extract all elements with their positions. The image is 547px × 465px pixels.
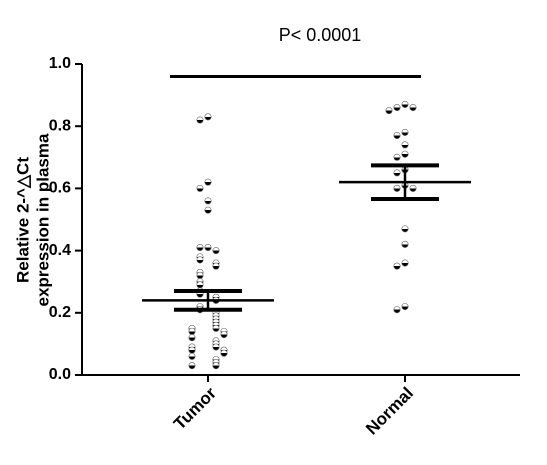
data-point bbox=[401, 303, 409, 311]
data-point bbox=[212, 262, 220, 270]
data-point bbox=[188, 334, 196, 342]
data-point bbox=[393, 153, 401, 161]
data-point bbox=[220, 331, 228, 339]
y-axis-label: expression in plasma bbox=[33, 133, 52, 306]
data-point bbox=[401, 240, 409, 248]
data-point bbox=[188, 346, 196, 354]
data-point bbox=[212, 343, 220, 351]
y-tick-label: 0.2 bbox=[49, 304, 71, 321]
data-point bbox=[393, 262, 401, 270]
chart-title: P< 0.0001 bbox=[279, 25, 362, 45]
data-point bbox=[204, 206, 212, 214]
data-point bbox=[196, 281, 204, 289]
data-point bbox=[401, 225, 409, 233]
data-point bbox=[188, 352, 196, 360]
data-point bbox=[212, 324, 220, 332]
data-point bbox=[204, 178, 212, 186]
y-axis-label: Relative 2-^△Ct bbox=[13, 157, 32, 283]
data-point bbox=[212, 362, 220, 370]
data-point bbox=[204, 113, 212, 121]
data-point bbox=[393, 169, 401, 177]
x-tick-label: Normal bbox=[362, 384, 417, 439]
data-point bbox=[196, 256, 204, 264]
data-point bbox=[393, 306, 401, 314]
data-point bbox=[204, 197, 212, 205]
data-point bbox=[401, 100, 409, 108]
data-point bbox=[393, 132, 401, 140]
data-point bbox=[401, 141, 409, 149]
data-point bbox=[385, 107, 393, 115]
x-tick-label: Tumor bbox=[170, 383, 220, 433]
y-tick-label: 0.6 bbox=[49, 180, 71, 197]
data-point bbox=[212, 247, 220, 255]
data-point bbox=[409, 104, 417, 112]
data-point bbox=[393, 104, 401, 112]
data-point bbox=[401, 259, 409, 267]
data-point bbox=[196, 243, 204, 251]
y-tick-label: 0.8 bbox=[49, 117, 71, 134]
data-point bbox=[204, 243, 212, 251]
y-tick-label: 0.4 bbox=[49, 242, 71, 259]
data-point bbox=[196, 184, 204, 192]
data-point bbox=[196, 116, 204, 124]
data-point bbox=[393, 184, 401, 192]
data-point bbox=[401, 128, 409, 136]
data-point bbox=[409, 184, 417, 192]
data-point bbox=[401, 150, 409, 158]
data-point bbox=[196, 271, 204, 279]
y-tick-label: 0.0 bbox=[49, 366, 71, 383]
data-point bbox=[188, 362, 196, 370]
y-tick-label: 1.0 bbox=[49, 55, 71, 72]
data-point bbox=[188, 327, 196, 335]
data-point bbox=[220, 349, 228, 357]
